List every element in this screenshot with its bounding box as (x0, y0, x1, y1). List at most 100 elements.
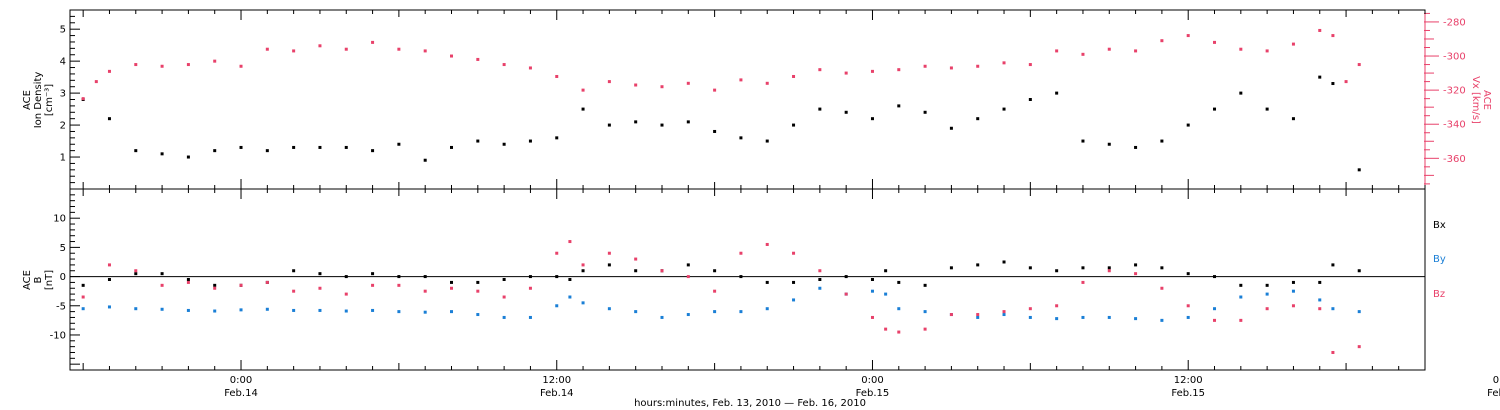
point-bx-9 (318, 272, 322, 276)
point-vx-13 (397, 47, 401, 51)
time-axis-label: hours:minutes, Feb. 13, 2010 — Feb. 16, … (634, 398, 866, 409)
magnetic-field-points (81, 240, 1361, 354)
point-vx-24 (686, 81, 690, 85)
point-ion-density-24 (713, 129, 717, 133)
time-tick-label-4-time: 0:00 (1493, 375, 1500, 386)
point-bz-33 (897, 330, 901, 334)
point-bz-29 (818, 269, 822, 273)
point-bx-35 (949, 266, 953, 270)
point-vx-0 (81, 97, 85, 101)
vx-tick-label--320: -320 (1443, 86, 1466, 97)
time-tick-label-1-date: Feb.14 (540, 388, 574, 399)
point-vx-38 (1055, 49, 1059, 53)
vx-points (81, 28, 1361, 101)
point-vx-21 (607, 80, 611, 84)
point-ion-density-13 (423, 158, 427, 162)
vx-axis-label-line2: Vx [km/s] (1470, 76, 1481, 124)
point-vx-12 (371, 40, 375, 44)
ion-density-tick-label-1: 1 (60, 153, 66, 164)
point-by-8 (292, 308, 296, 312)
point-by-40 (1081, 315, 1085, 319)
point-by-1 (107, 305, 111, 309)
point-vx-46 (1265, 49, 1269, 53)
point-vx-32 (897, 68, 901, 72)
point-bz-9 (318, 286, 322, 290)
magnetic-field-tick-label--10: -10 (50, 330, 66, 341)
point-ion-density-40 (1134, 145, 1138, 149)
point-ion-density-47 (1318, 75, 1322, 79)
point-bx-8 (292, 269, 296, 273)
point-by-17 (528, 315, 532, 319)
point-bx-41 (1107, 266, 1111, 270)
point-vx-50 (1344, 80, 1348, 84)
point-ion-density-12 (397, 142, 401, 146)
point-bx-50 (1331, 263, 1335, 267)
point-by-41 (1107, 315, 1111, 319)
ion-density-axis: 1 2 3 4 5 (60, 9, 80, 190)
point-bz-26 (739, 251, 743, 255)
point-by-15 (476, 313, 480, 317)
point-bz-24 (686, 275, 690, 279)
vx-tick-label--340: -340 (1443, 120, 1466, 131)
point-bz-46 (1239, 318, 1243, 322)
point-bx-12 (397, 275, 401, 279)
point-bz-1 (107, 263, 111, 267)
point-by-2 (134, 307, 138, 311)
point-by-9 (318, 308, 322, 312)
time-tick-label-0-time: 0:00 (230, 375, 252, 386)
point-vx-30 (844, 71, 848, 75)
point-bx-40 (1081, 266, 1085, 270)
point-bz-50 (1331, 350, 1335, 354)
magnetic-panel-frame (69, 188, 1426, 371)
point-bx-36 (976, 263, 980, 267)
point-bz-49 (1318, 307, 1322, 311)
vx-tick-label--280: -280 (1443, 17, 1466, 28)
point-vx-45 (1239, 47, 1243, 51)
point-by-48 (1291, 289, 1295, 293)
point-bx-1 (107, 278, 111, 281)
point-bx-39 (1055, 269, 1059, 273)
point-bz-11 (371, 283, 375, 287)
point-ion-density-3 (160, 152, 164, 156)
point-by-28 (792, 298, 796, 302)
point-ion-density-4 (186, 155, 190, 159)
point-vx-28 (792, 74, 796, 78)
series-bx (81, 260, 1361, 287)
point-by-21 (607, 307, 611, 311)
point-vx-26 (739, 78, 743, 82)
point-bx-22 (634, 269, 638, 273)
magnetic-field-legend: Bx By Bz (1433, 220, 1446, 300)
point-bz-51 (1357, 345, 1361, 349)
magnetic-field-tick-label--5: -5 (56, 301, 66, 312)
point-ion-density-6 (239, 145, 243, 149)
point-bx-16 (502, 278, 506, 281)
ion-density-axis-label: ACE Ion Density [cm⁻³] (22, 72, 55, 129)
point-ion-density-8 (292, 145, 296, 149)
point-ion-density-16 (502, 142, 506, 146)
point-by-42 (1134, 317, 1138, 321)
point-ion-density-36 (1028, 98, 1032, 101)
point-by-0 (81, 307, 85, 311)
point-by-34 (923, 310, 927, 314)
point-ion-density-35 (1002, 107, 1006, 111)
point-ion-density-38 (1081, 139, 1085, 143)
point-by-26 (739, 310, 743, 314)
point-bx-42 (1134, 263, 1138, 267)
point-vx-20 (581, 88, 585, 92)
point-bx-48 (1291, 280, 1295, 284)
point-bz-18 (555, 251, 559, 255)
point-bz-19 (568, 240, 572, 244)
point-by-38 (1028, 315, 1032, 319)
point-bz-15 (476, 289, 480, 293)
point-bx-51 (1357, 269, 1361, 273)
point-bz-41 (1107, 269, 1111, 273)
point-vx-8 (265, 47, 269, 51)
point-bz-6 (239, 283, 243, 287)
point-bx-32 (884, 269, 888, 273)
point-bz-17 (528, 286, 532, 290)
point-ion-density-5 (213, 149, 217, 153)
point-bx-28 (792, 280, 796, 284)
point-bx-26 (739, 275, 743, 279)
point-bz-3 (160, 283, 164, 287)
vx-tick-label--300: -300 (1443, 52, 1466, 63)
